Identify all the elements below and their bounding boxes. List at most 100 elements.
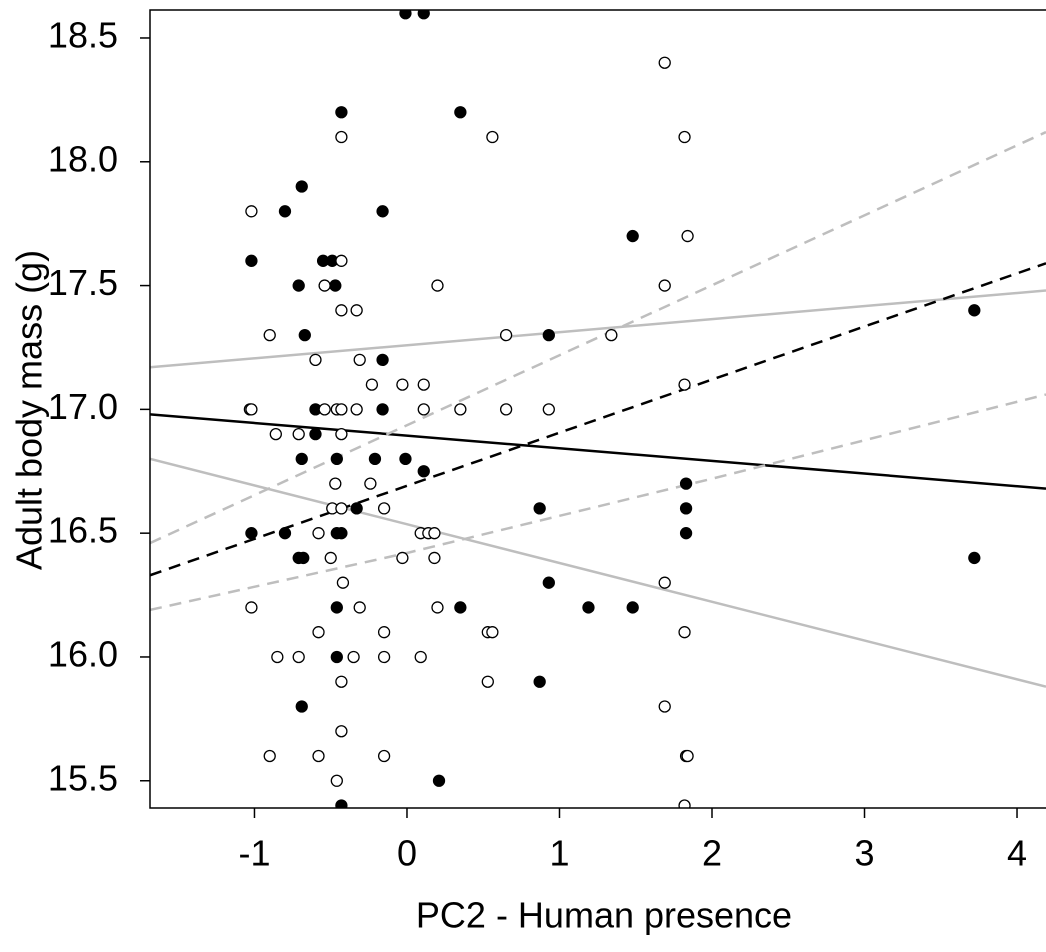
point bbox=[968, 551, 981, 565]
point bbox=[245, 601, 258, 614]
point bbox=[454, 106, 467, 119]
point bbox=[582, 601, 595, 614]
point bbox=[417, 465, 430, 478]
point bbox=[295, 180, 308, 193]
point bbox=[335, 130, 348, 144]
point bbox=[679, 502, 693, 515]
point bbox=[292, 427, 305, 441]
point bbox=[295, 452, 308, 466]
point bbox=[681, 749, 694, 763]
point bbox=[542, 328, 555, 342]
fit-line bbox=[150, 413, 1046, 490]
x-tick-label: 0 bbox=[397, 833, 417, 874]
point bbox=[542, 576, 555, 589]
point bbox=[245, 527, 258, 540]
fit-line bbox=[150, 393, 1046, 612]
point bbox=[658, 279, 671, 292]
point bbox=[329, 279, 342, 292]
point bbox=[335, 527, 348, 540]
point bbox=[298, 328, 311, 342]
plot-area bbox=[150, 10, 1046, 808]
point bbox=[431, 279, 444, 292]
point bbox=[968, 304, 981, 317]
point bbox=[335, 254, 348, 267]
point bbox=[377, 502, 391, 515]
x-tick-label: -1 bbox=[238, 833, 270, 874]
point bbox=[329, 477, 342, 490]
point bbox=[350, 502, 363, 515]
point bbox=[263, 328, 276, 342]
point bbox=[396, 378, 409, 391]
point bbox=[679, 477, 693, 490]
y-tick-label: 16.0 bbox=[48, 633, 118, 674]
plot-frame bbox=[149, 9, 1046, 809]
point bbox=[335, 502, 348, 515]
point bbox=[432, 774, 446, 787]
point bbox=[679, 527, 693, 540]
point bbox=[533, 675, 546, 688]
point bbox=[292, 279, 305, 292]
point bbox=[681, 229, 694, 243]
point bbox=[431, 601, 444, 614]
point bbox=[533, 502, 546, 515]
point bbox=[245, 403, 258, 416]
point bbox=[309, 353, 322, 367]
point bbox=[318, 279, 331, 292]
point bbox=[481, 675, 494, 688]
point bbox=[499, 403, 513, 416]
point bbox=[364, 477, 377, 490]
point bbox=[678, 799, 691, 808]
point bbox=[486, 626, 499, 639]
point bbox=[350, 304, 363, 317]
point bbox=[417, 378, 430, 391]
point bbox=[278, 527, 292, 540]
y-tick-label: 17.5 bbox=[48, 262, 118, 303]
y-tick-label: 18.0 bbox=[48, 138, 118, 179]
point bbox=[542, 403, 555, 416]
point bbox=[292, 650, 305, 664]
point bbox=[297, 551, 310, 565]
point bbox=[678, 378, 691, 391]
point bbox=[414, 650, 427, 664]
point bbox=[335, 106, 348, 119]
point bbox=[417, 10, 430, 20]
point bbox=[278, 205, 292, 218]
point bbox=[605, 328, 618, 342]
point bbox=[626, 229, 639, 243]
point bbox=[335, 427, 348, 441]
fit-line bbox=[150, 130, 1046, 545]
point bbox=[263, 749, 276, 763]
point bbox=[454, 601, 467, 614]
point bbox=[678, 130, 691, 144]
point bbox=[428, 527, 441, 540]
point bbox=[312, 626, 325, 639]
point bbox=[269, 427, 282, 441]
x-axis-label: PC2 - Human presence bbox=[416, 895, 792, 936]
point bbox=[335, 725, 348, 738]
point bbox=[658, 576, 671, 589]
point bbox=[330, 601, 343, 614]
point bbox=[350, 403, 363, 416]
y-tick-label: 15.5 bbox=[48, 757, 118, 798]
x-tick-label: 4 bbox=[1007, 833, 1027, 874]
fit-line bbox=[150, 457, 1046, 688]
point bbox=[376, 403, 389, 416]
point bbox=[245, 254, 258, 267]
point bbox=[295, 700, 308, 713]
point bbox=[336, 576, 350, 589]
point bbox=[658, 56, 671, 69]
point bbox=[312, 749, 325, 763]
point bbox=[324, 551, 337, 565]
point bbox=[335, 675, 348, 688]
point bbox=[312, 527, 325, 540]
y-tick-label: 16.5 bbox=[48, 510, 118, 551]
point bbox=[347, 650, 360, 664]
point bbox=[330, 452, 343, 466]
point bbox=[353, 601, 366, 614]
y-axis-label: Adult body mass (g) bbox=[9, 250, 50, 570]
point bbox=[271, 650, 284, 664]
point bbox=[335, 403, 348, 416]
x-tick-label: 1 bbox=[549, 833, 569, 874]
point bbox=[399, 452, 412, 466]
